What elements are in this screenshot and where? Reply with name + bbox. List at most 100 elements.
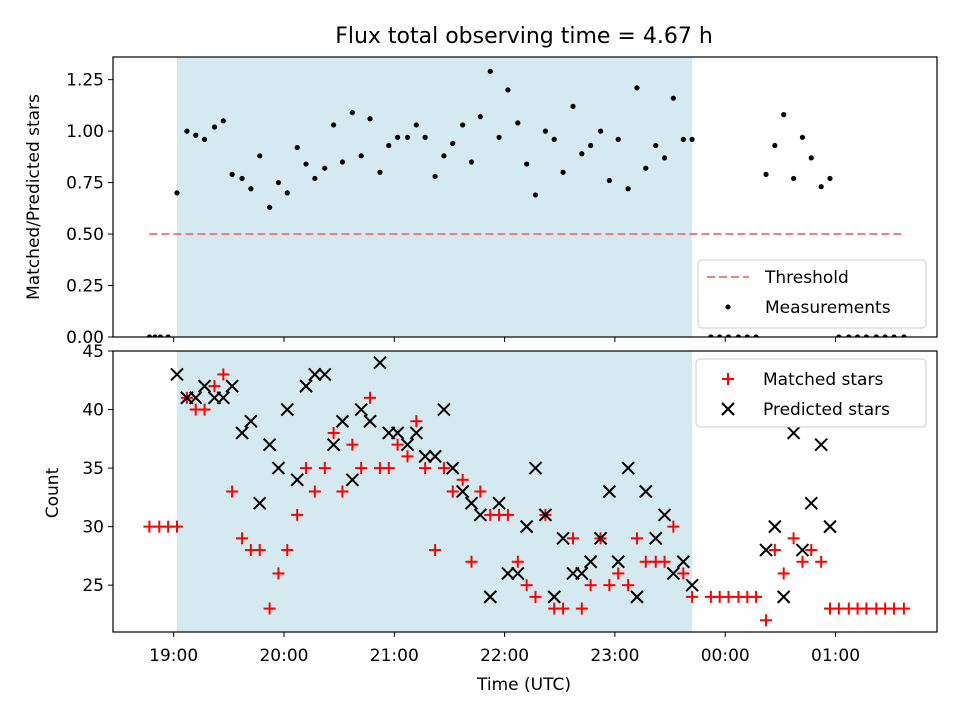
measurement-point [532, 192, 539, 198]
predicted-stars-point [345, 473, 360, 487]
matched-stars-point [511, 555, 524, 568]
measurement-point [422, 134, 428, 140]
matched-stars-point [226, 485, 239, 498]
bottom-y-tick-label: 35 [82, 459, 104, 479]
measurement-point [570, 103, 576, 110]
predicted-stars-point [335, 414, 350, 428]
top-axes-frame [112, 56, 938, 338]
predicted-stars-point [262, 437, 277, 452]
matched-stars-point [208, 380, 221, 393]
predicted-stars-point [823, 519, 837, 534]
matched-stars-point [355, 462, 368, 475]
matched-stars-point [446, 485, 459, 498]
predicted-stars-point [326, 437, 341, 452]
x-tick-label: 01:00 [811, 646, 860, 666]
top-y-tick-label: 0.50 [66, 225, 104, 245]
matched-stars-point [437, 462, 450, 475]
x-tick-label: 23:00 [590, 646, 639, 666]
measurement-point [394, 134, 401, 140]
predicted-stars-point [814, 437, 828, 452]
predicted-stars-point [528, 461, 543, 475]
measurement-point [653, 142, 659, 149]
measurement-point [441, 153, 447, 159]
predicted-stars-point [318, 367, 332, 382]
matched-stars-point [291, 508, 304, 521]
measurement-point [386, 142, 392, 149]
measurement-point [873, 334, 879, 337]
predicted-stars-point [464, 496, 479, 510]
predicted-stars-point [511, 566, 525, 581]
measurement-point [846, 334, 852, 337]
top-series-0 [146, 68, 907, 337]
matched-stars-point [760, 614, 773, 627]
top-panel: 0.00 0.25 0.50 0.75 1.00 1.25 [66, 56, 938, 348]
predicted-stars-point [575, 566, 589, 581]
measurement-point [193, 132, 199, 138]
matched-stars-point [622, 579, 635, 592]
measurement-point [670, 95, 676, 101]
matched-stars-point [815, 555, 828, 568]
matched-stars-point [429, 544, 442, 557]
predicted-stars-point [235, 426, 249, 440]
predicted-stars-point [483, 590, 497, 604]
measurement-point [772, 142, 778, 149]
x-tick-label: 20:00 [259, 646, 308, 666]
predicted-stars-point [290, 473, 304, 487]
matched-stars-point [677, 567, 690, 580]
measurement-point [211, 124, 218, 130]
measurement-point [551, 136, 557, 142]
legend-predicted-label: Predicted stars [763, 400, 890, 420]
measurement-point [818, 184, 824, 190]
predicted-stars-point [676, 555, 690, 569]
legend-matched-marker [722, 373, 734, 385]
legend-measurements-label: Measurements [765, 298, 891, 318]
bottom-y-tick-label: 30 [82, 518, 104, 538]
top-y-tick-label: 1.25 [66, 71, 104, 91]
predicted-stars-point [244, 414, 258, 428]
top-y-axis-label: Matched/Predicted stars [24, 94, 44, 300]
x-tick-label: 00:00 [701, 646, 750, 666]
legend-measurements-marker [725, 304, 731, 310]
top-y-tick-label: 0.00 [66, 328, 104, 348]
predicted-stars-point [308, 367, 322, 382]
matched-stars-point [566, 532, 579, 545]
measurement-point [312, 175, 318, 182]
legend-predicted-marker [721, 402, 735, 416]
measurement-point [597, 128, 604, 134]
predicted-stars-point [657, 508, 672, 522]
predicted-stars-point [492, 496, 506, 510]
predicted-stars-point [390, 426, 405, 440]
measurement-point [763, 171, 769, 177]
predicted-stars-point [363, 414, 377, 428]
measurement-point [505, 87, 511, 93]
measurement-point [680, 136, 686, 142]
measurement-point [146, 334, 153, 337]
measurement-point [588, 142, 594, 149]
top-y-tick-label: 0.25 [66, 277, 104, 297]
bottom-x-axis-label: Time (UTC) [476, 675, 571, 695]
matched-stars-point [658, 555, 671, 568]
measurement-point [257, 153, 263, 159]
measurement-point [229, 171, 235, 177]
predicted-stars-point [547, 590, 561, 604]
predicted-stars-point [446, 461, 460, 475]
measurement-point [560, 169, 566, 175]
bottom-legend: Matched stars Predicted stars [695, 358, 927, 428]
matched-stars-point [557, 602, 570, 615]
matched-stars-point [787, 532, 800, 545]
predicted-stars-point [418, 449, 432, 464]
predicted-stars-point [639, 484, 653, 499]
predicted-stars-point [271, 461, 286, 475]
predicted-stars-point [409, 426, 424, 440]
measurement-point [790, 175, 797, 182]
bottom-series-0 [143, 368, 910, 627]
predicted-stars-point [216, 391, 231, 405]
matched-stars-point [768, 544, 781, 557]
matched-stars-point [272, 567, 285, 580]
predicted-stars-point [593, 531, 608, 546]
measurement-point [725, 334, 732, 337]
predicted-stars-point [501, 566, 515, 581]
measurement-point [496, 134, 502, 140]
measurement-point [294, 144, 300, 151]
